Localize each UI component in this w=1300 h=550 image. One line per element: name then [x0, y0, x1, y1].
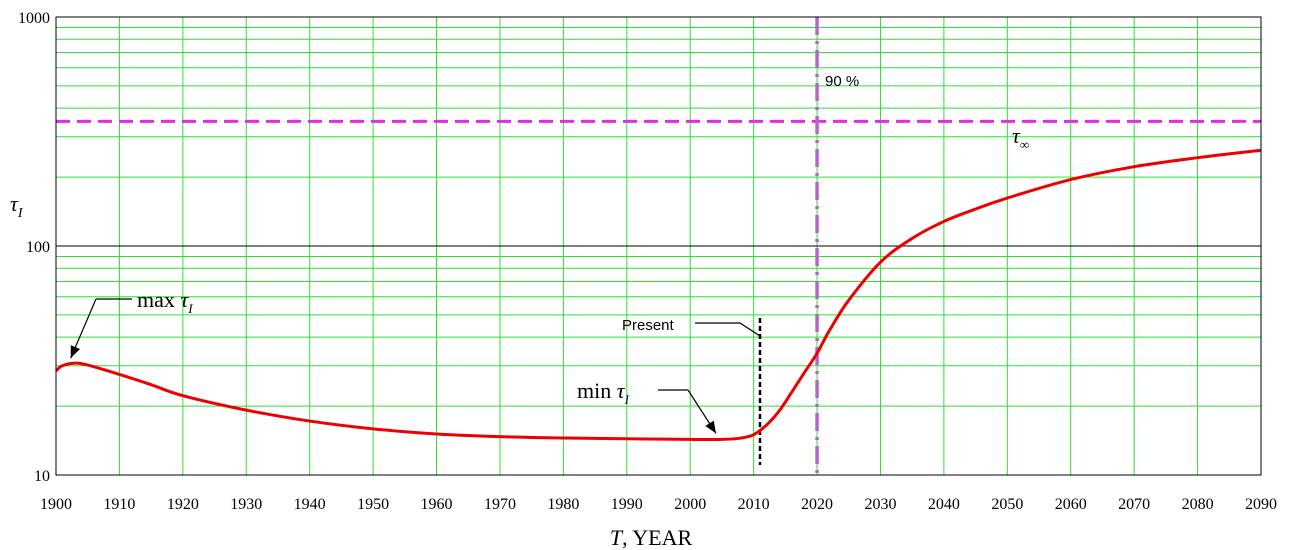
x-tick-label: 1910 [103, 496, 135, 513]
annotations: 90 % τ∞ Present max τI min τI τI T, YEAR [10, 73, 1029, 550]
tau-inf-subscript: ∞ [1020, 137, 1029, 152]
max-tau-symbol: τ [180, 287, 189, 312]
x-tick-label: 2080 [1182, 496, 1214, 513]
x-axis-variable: T [610, 525, 624, 550]
series-layer [54, 148, 1262, 442]
vline-90-label: 90 % [825, 73, 859, 90]
present-leader [695, 322, 761, 337]
x-tick-label: 1970 [484, 496, 516, 513]
tau-inf-label: τ∞ [1012, 123, 1029, 152]
x-axis-unit: , YEAR [622, 525, 692, 550]
min-tau-label: min τI [577, 378, 630, 407]
min-arrowhead [705, 420, 716, 434]
y-tick-label: 1000 [18, 10, 50, 27]
max-tau-subscript: I [187, 301, 193, 316]
max-text: max [137, 287, 180, 312]
x-tick-label: 1920 [167, 496, 199, 513]
series-line [54, 148, 1262, 442]
x-tick-label: 2010 [738, 496, 770, 513]
x-tick-label: 2020 [801, 496, 833, 513]
x-tick-label: 2060 [1055, 496, 1087, 513]
x-tick-label: 2030 [864, 496, 896, 513]
y-axis-subscript: I [17, 206, 24, 221]
x-tick-label: 1950 [357, 496, 389, 513]
x-axis-label: T, YEAR [610, 525, 693, 550]
x-tick-label: 1980 [547, 496, 579, 513]
min-text: min [577, 378, 617, 403]
max-arrowhead [70, 345, 81, 359]
reference-lines [56, 17, 1261, 475]
y-tick-label: 10 [34, 468, 50, 485]
x-tick-label: 1990 [611, 496, 643, 513]
y-axis-symbol: τ [10, 191, 19, 216]
min-tau-symbol: τ [617, 378, 626, 403]
x-tick-label: 2050 [991, 496, 1023, 513]
min-tau-subscript: I [624, 392, 630, 407]
x-tick-label: 2000 [674, 496, 706, 513]
y-axis-label: τI [10, 191, 24, 221]
x-tick-label: 2070 [1118, 496, 1150, 513]
tick-labels: 1900 1910 1920 1930 1940 1950 1960 1970 1980 1990… [18, 10, 1277, 513]
x-tick-label: 1930 [230, 496, 262, 513]
y-tick-label: 100 [26, 239, 50, 256]
present-label: Present [622, 317, 675, 334]
tau-inf-symbol: τ [1012, 123, 1021, 148]
x-tick-label: 1940 [294, 496, 326, 513]
x-tick-label: 1960 [421, 496, 453, 513]
x-tick-label: 2090 [1245, 496, 1277, 513]
plot-frame [55, 16, 1262, 476]
max-tau-label: max τI [137, 287, 193, 316]
x-tick-label: 2040 [928, 496, 960, 513]
x-tick-label: 1900 [40, 496, 72, 513]
